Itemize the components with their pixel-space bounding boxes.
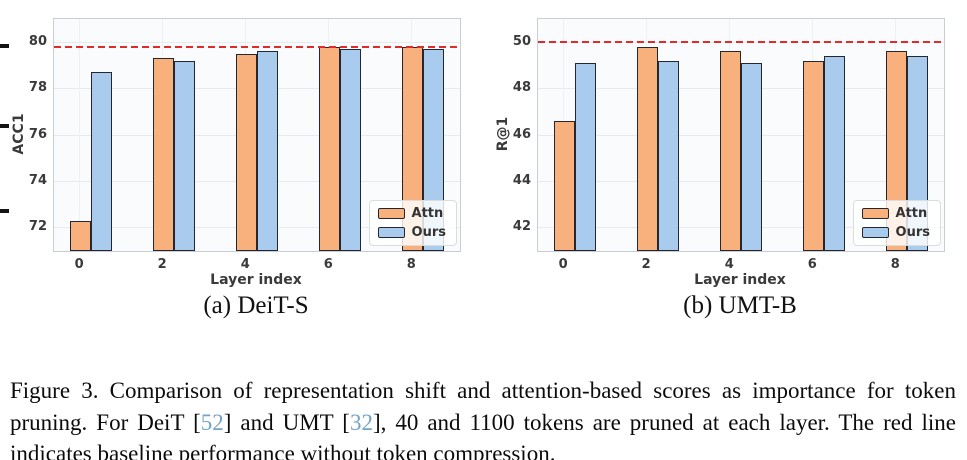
- y-tick-label: 80: [28, 33, 47, 49]
- cropped-edge-tick: [0, 124, 9, 128]
- legend: Attn Ours: [852, 200, 941, 246]
- figure-caption: Figure 3. Comparison of representation s…: [10, 375, 956, 460]
- y-axis-title: ACC1: [11, 113, 27, 155]
- y-tick-label: 76: [28, 126, 47, 142]
- bar-ours: [741, 63, 763, 251]
- subcaption-b: (b) UMT-B: [683, 292, 797, 319]
- plot-area-umt-b: 42 44 46 48 50 0 2 4 6 8 Attn Ours: [513, 18, 945, 272]
- x-tick-label: 6: [323, 257, 333, 272]
- bar-ours: [340, 49, 362, 251]
- x-tick-label: 8: [890, 257, 900, 272]
- legend-label: Ours: [411, 225, 446, 240]
- bar-ours: [174, 60, 196, 251]
- legend-label: Ours: [895, 225, 930, 240]
- y-tick-label: 78: [28, 80, 47, 96]
- y-tick-label: 42: [512, 219, 531, 235]
- bar-attn: [637, 46, 659, 251]
- bar-attn: [803, 60, 825, 251]
- x-tick-label: 0: [558, 257, 568, 272]
- x-tick-label: 0: [74, 257, 84, 272]
- y-tick-label: 50: [512, 33, 531, 49]
- y-tick-label: 72: [28, 219, 47, 235]
- legend-swatch-ours: [377, 227, 405, 238]
- legend: Attn Ours: [368, 200, 457, 246]
- legend-label: Attn: [895, 206, 928, 221]
- legend-item-ours: Ours: [861, 225, 930, 240]
- legend-swatch-ours: [861, 227, 889, 238]
- cropped-edge-tick: [0, 44, 9, 48]
- grid-line-h: [54, 41, 460, 43]
- baseline-line: [538, 41, 944, 44]
- bar-attn: [236, 53, 258, 251]
- bar-ours: [575, 63, 597, 251]
- citation-ref[interactable]: 32: [349, 409, 373, 435]
- bar-attn: [70, 220, 92, 251]
- bar-ours: [257, 51, 279, 251]
- chart-panel-deit-s: 72 74 76 78 80 0 2 4 6 8 Attn Ours ACC1 Layer index…: [0, 0, 484, 340]
- bar-attn: [554, 121, 576, 251]
- bar-attn: [153, 58, 175, 251]
- x-tick-label: 8: [406, 257, 416, 272]
- cropped-edge-tick: [0, 209, 9, 213]
- plot-area-deit-s: 72 74 76 78 80 0 2 4 6 8 Attn Ours: [29, 18, 461, 272]
- legend-label: Attn: [411, 206, 444, 221]
- bar-ours: [824, 56, 846, 251]
- legend-item-attn: Attn: [377, 206, 446, 221]
- citation-ref[interactable]: 52: [200, 409, 224, 435]
- y-axis-title: R@1: [495, 116, 511, 152]
- y-tick-label: 74: [28, 172, 47, 188]
- x-axis-title: Layer index: [694, 272, 786, 288]
- legend-item-ours: Ours: [377, 225, 446, 240]
- x-tick-label: 2: [157, 257, 167, 272]
- y-tick-label: 46: [512, 126, 531, 142]
- baseline-line: [54, 45, 460, 48]
- x-tick-label: 6: [807, 257, 817, 272]
- caption-text: ] and UMT [: [223, 409, 350, 435]
- chart-panel-umt-b: 42 44 46 48 50 0 2 4 6 8 Attn Ours R@1 Layer index …: [484, 0, 967, 340]
- grid-line-v: [78, 19, 80, 251]
- legend-item-attn: Attn: [861, 206, 930, 221]
- y-tick-label: 48: [512, 80, 531, 96]
- subcaption-a: (a) DeiT-S: [203, 292, 309, 319]
- legend-swatch-attn: [861, 208, 889, 219]
- x-axis-title: Layer index: [210, 272, 302, 288]
- bar-attn: [319, 46, 341, 251]
- bar-ours: [658, 60, 680, 251]
- x-tick-label: 4: [724, 257, 734, 272]
- x-tick-label: 2: [641, 257, 651, 272]
- y-tick-label: 44: [512, 172, 531, 188]
- x-tick-label: 4: [240, 257, 250, 272]
- legend-swatch-attn: [377, 208, 405, 219]
- bar-ours: [91, 72, 113, 251]
- bar-attn: [720, 51, 742, 251]
- caption-text: Figure 3. Comparison of representation s…: [10, 378, 956, 435]
- caption-text: ], 40 and 1100 tokens are pruned at each…: [10, 409, 956, 460]
